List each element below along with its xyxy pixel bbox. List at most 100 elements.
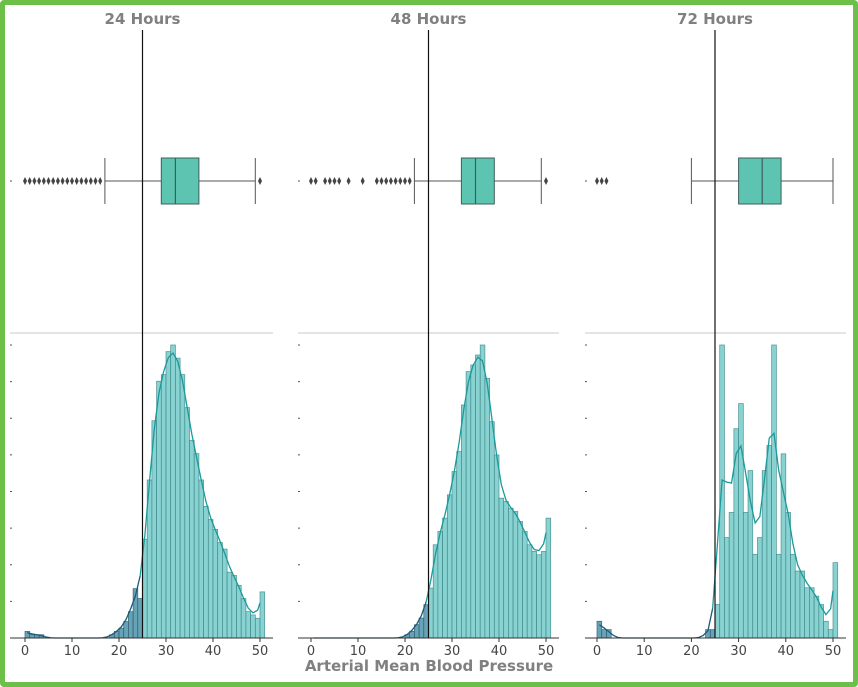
panel-3: 72 Hours 0 10 20 30 40 50	[585, 10, 846, 659]
histogram-bar	[776, 553, 782, 639]
x-tick-label: 10	[350, 644, 367, 659]
histogram-bar	[503, 501, 509, 639]
box-iqr	[160, 157, 200, 205]
histogram-bar	[160, 374, 167, 639]
x-tick-label: 50	[252, 644, 269, 659]
histogram-bar	[813, 595, 820, 639]
box-outlier	[46, 177, 51, 185]
box-outlier	[337, 177, 342, 185]
histogram-bar	[517, 521, 523, 639]
box-outlier	[379, 177, 384, 185]
histogram-bar	[203, 505, 209, 639]
histogram-bar	[165, 351, 172, 639]
histogram-bar	[137, 598, 143, 639]
histogram-bar	[766, 445, 772, 639]
histogram-bar	[418, 617, 425, 639]
panel-title: 48 Hours	[391, 10, 467, 28]
histogram-bar	[790, 553, 796, 639]
histogram-bar	[724, 537, 730, 639]
box-outlier	[360, 177, 365, 185]
histogram-bar	[738, 403, 744, 639]
histogram-bar	[189, 440, 195, 639]
x-tick-label: 0	[21, 644, 29, 659]
box-outlier	[595, 177, 599, 185]
x-tick-label: 10	[636, 644, 653, 659]
x-tick-label: 40	[491, 644, 508, 659]
histogram-bar	[498, 497, 505, 639]
box-outlier	[88, 177, 93, 185]
histogram-bar	[123, 621, 129, 639]
histogram-bar	[757, 537, 763, 639]
histogram-bar	[714, 604, 721, 639]
histogram-bar	[596, 620, 603, 639]
histogram-bar	[470, 364, 476, 639]
box-outlier	[79, 177, 84, 185]
box-outlier	[346, 177, 351, 185]
histogram-bar	[128, 611, 134, 639]
histogram-bar	[522, 531, 528, 639]
box-iqr	[460, 157, 495, 205]
histogram-bar	[240, 598, 247, 639]
panel-1: 24 Hours 0 10 20 30 40 50	[10, 10, 273, 659]
histogram-bar	[742, 512, 749, 639]
histogram-bar	[804, 587, 810, 639]
histogram-bar	[465, 371, 472, 639]
histogram-bar	[771, 344, 777, 639]
box-outlier	[93, 177, 98, 185]
x-tick-label: 40	[778, 644, 795, 659]
histogram-bar	[540, 551, 547, 639]
histogram-bar	[179, 374, 186, 639]
box-outlier	[313, 177, 318, 185]
histogram-bar	[719, 344, 725, 639]
histogram-bar	[446, 494, 453, 639]
x-tick-label: 10	[64, 644, 81, 659]
box-iqr	[738, 157, 782, 205]
histogram-bar	[118, 627, 125, 639]
x-tick-label: 50	[825, 644, 842, 659]
x-tick-label: 30	[158, 644, 175, 659]
histogram-bar	[156, 380, 162, 639]
box-outlier	[384, 177, 389, 185]
histogram-bar	[709, 629, 716, 639]
box-outlier	[403, 177, 407, 185]
histogram-bar	[512, 511, 519, 639]
histogram-bar	[536, 554, 542, 639]
histogram-bar	[170, 344, 176, 639]
kde-curve	[425, 356, 547, 602]
box-outlier	[309, 177, 313, 185]
box-outlier	[599, 177, 604, 185]
histogram-bar	[475, 354, 481, 639]
panel-title: 72 Hours	[677, 10, 753, 28]
box-outlier	[60, 177, 65, 185]
box-outlier	[258, 177, 262, 185]
histogram-bar	[24, 631, 31, 639]
histogram-bar	[827, 629, 834, 639]
box-outlier	[27, 177, 32, 185]
histogram-bar	[823, 620, 829, 639]
kde-curve-below	[313, 601, 427, 639]
histogram-bar	[226, 571, 233, 639]
histogram-bar	[489, 421, 495, 639]
histogram-bar	[794, 570, 801, 639]
histogram-bar	[236, 584, 242, 639]
histogram-bar	[259, 591, 266, 639]
x-tick-label: 20	[111, 644, 128, 659]
histogram-bar	[484, 377, 490, 639]
kde-curve	[139, 352, 261, 614]
histogram-bar	[442, 517, 448, 639]
histogram-bar	[212, 529, 219, 639]
histogram-bar	[785, 512, 791, 639]
x-tick-label: 0	[593, 644, 601, 659]
box-outlier	[323, 177, 328, 185]
histogram-bar	[461, 404, 467, 639]
box-outlier	[65, 177, 70, 185]
box-outlier	[74, 177, 79, 185]
histogram-bar	[601, 629, 607, 639]
histogram-bar	[747, 470, 754, 639]
x-axis-label: Arterial Mean Blood Pressure	[305, 657, 553, 675]
box-outlier	[604, 177, 609, 185]
histogram-bar	[456, 451, 462, 639]
panel-title: 24 Hours	[105, 10, 181, 28]
